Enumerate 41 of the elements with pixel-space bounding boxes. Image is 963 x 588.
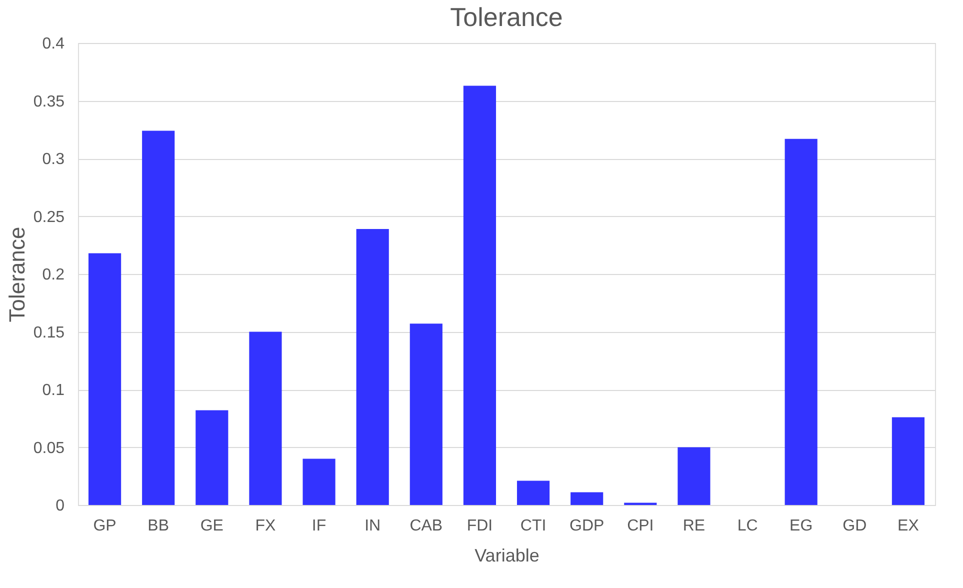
y-tick-label: 0 (56, 498, 65, 514)
x-tick-label: IN (364, 518, 381, 534)
x-tick-label: BB (148, 518, 170, 534)
x-tick-label: GD (842, 518, 867, 534)
y-tick-label: 0.35 (33, 93, 65, 110)
bar (410, 324, 442, 505)
bar (356, 228, 389, 505)
bar (678, 447, 710, 505)
y-tick-label: 0.2 (42, 266, 65, 284)
bar (570, 492, 604, 505)
bar (892, 417, 925, 505)
x-tick-label: GE (200, 518, 224, 534)
bar (463, 86, 496, 505)
bar (784, 138, 818, 505)
bar (516, 480, 550, 505)
x-tick-label: LC (737, 518, 758, 534)
x-tick-label: IF (312, 518, 326, 534)
chart-title: Tolerance (450, 2, 563, 32)
x-tick-label: FDI (466, 518, 493, 534)
x-tick-label: GP (93, 518, 116, 534)
y-tick-label: 0.05 (33, 440, 65, 457)
bar (302, 458, 336, 505)
y-tick-label: 0.15 (33, 324, 65, 342)
bar (88, 253, 122, 505)
x-axis-title: Variable (474, 546, 540, 566)
y-tick-label: 0.3 (42, 151, 65, 168)
x-tick-label: FX (255, 518, 276, 534)
x-tick-label: CTI (520, 518, 546, 534)
x-tick-label: EG (790, 518, 813, 534)
y-tick-label: 0.25 (33, 208, 65, 226)
x-tick-label: RE (682, 518, 706, 534)
bar (196, 410, 228, 505)
x-tick-label: CPI (627, 518, 654, 534)
x-tick-label: EX (898, 518, 920, 534)
y-tick-label: 0.4 (42, 36, 65, 52)
x-tick-label: GDP (570, 518, 604, 534)
x-tick-label: CAB (410, 518, 443, 534)
bar (142, 130, 175, 505)
bar (249, 332, 282, 505)
y-axis-title: Tolerance (4, 226, 30, 322)
y-tick-label: 0.1 (42, 382, 65, 399)
